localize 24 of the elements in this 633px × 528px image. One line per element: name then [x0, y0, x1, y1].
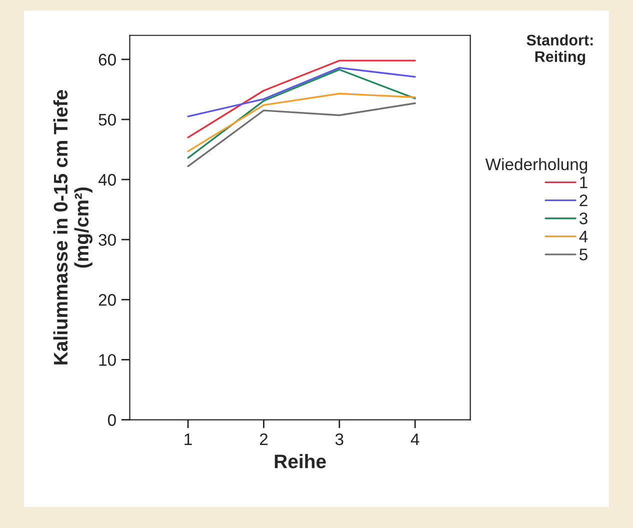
y-tick-label: 20	[98, 294, 116, 306]
line-series	[187, 66, 416, 118]
y-tick-label: 60	[98, 54, 116, 66]
text: Standort: Reiting	[526, 34, 593, 66]
x-tick-label: 4	[410, 434, 420, 446]
line-series	[187, 92, 416, 152]
y-tick-label: 10	[99, 354, 116, 366]
x-axis-title: Reihe	[274, 454, 326, 468]
line-series	[187, 102, 416, 168]
x-tick-label: 3	[335, 433, 344, 446]
y-axis-title: Kaliummasse in 0-15 cm Tiefe (mg/cm²)	[53, 90, 92, 364]
legend-title: Wiederholung	[485, 158, 588, 174]
legend-label: 3	[580, 212, 588, 224]
x-tick-label: 1	[184, 434, 192, 446]
line-series	[187, 68, 416, 159]
y-tick-label: 30	[98, 234, 116, 246]
legend-label: 4	[579, 230, 588, 242]
y-tick-label: 40	[98, 174, 116, 186]
y-tick-label: 0	[108, 414, 116, 426]
legend-label: 5	[580, 248, 588, 260]
y-tick-label: 50	[98, 114, 116, 126]
legend-label: 2	[580, 194, 588, 206]
x-tick-label: 2	[260, 433, 268, 446]
legend-label: 1	[580, 176, 588, 188]
